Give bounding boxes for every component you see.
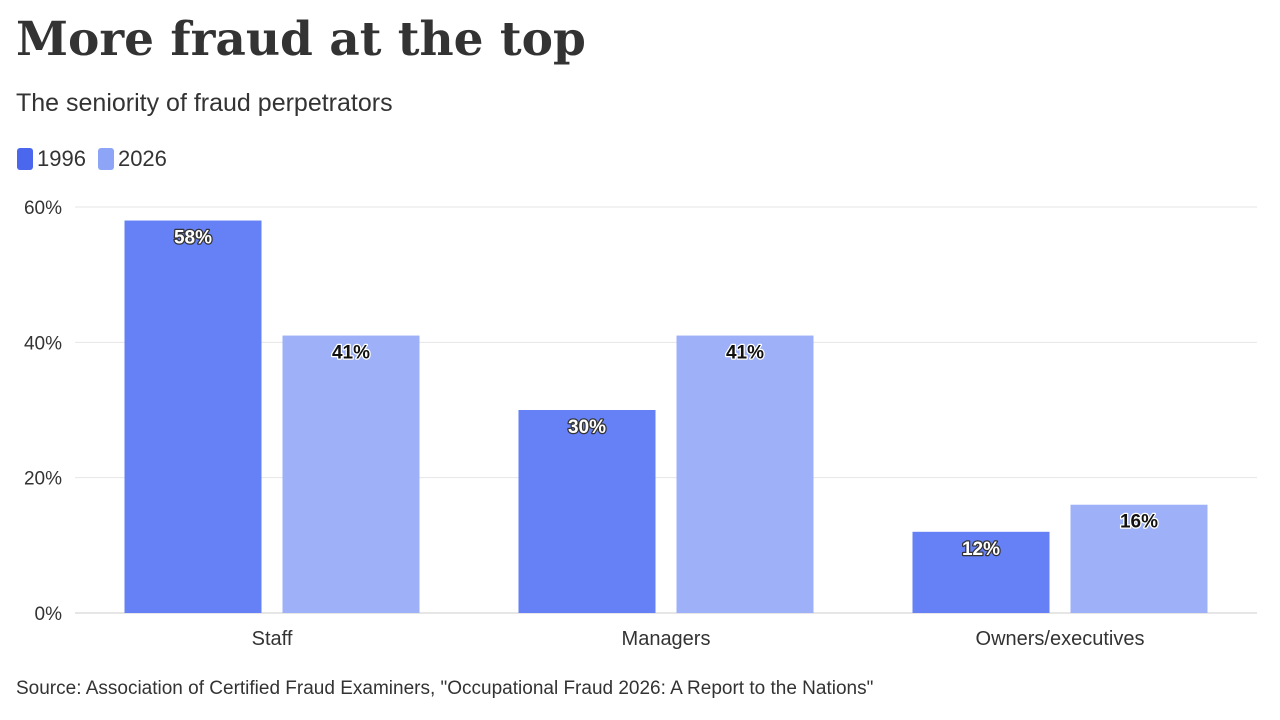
bar-1996-managers [518,410,656,613]
y-tick-label: 20% [24,469,62,490]
bar-2026-owners-executives [1070,504,1208,613]
bar-2026-managers [676,335,814,613]
source-note: Source: Association of Certified Fraud E… [16,678,874,699]
data-label: 41% [726,343,764,364]
chart-title: More fraud at the top [16,12,586,67]
legend-swatch-1996 [17,148,33,170]
bar-1996-staff [124,220,262,613]
x-tick-label: Owners/executives [976,628,1145,650]
data-label: 16% [1120,512,1158,533]
x-tick-label: Managers [622,628,711,650]
bar-1996-owners-executives [912,531,1050,613]
legend-item-2026: 2026 [97,146,167,172]
y-tick-label: 0% [35,604,63,625]
legend-swatch-2026 [97,148,114,170]
data-label: 30% [568,417,606,438]
bar-chart: 0% 20% 40% 60% 58% 41% Staff 30% 41% Managers 12% 1… [24,198,1257,650]
legend-label-1996: 1996 [37,146,86,171]
chart-subtitle: The seniority of fraud perpetrators [16,89,393,117]
legend: 1996 2026 [17,146,167,172]
data-label: 12% [962,539,1000,560]
x-tick-label: Staff [252,628,293,650]
y-tick-label: 60% [24,198,62,219]
legend-label-2026: 2026 [117,146,167,171]
data-label: 41% [332,343,370,364]
legend-item-1996: 1996 [17,146,86,172]
data-label: 58% [174,228,212,249]
bar-2026-staff [282,335,420,613]
y-tick-label: 40% [24,333,62,354]
